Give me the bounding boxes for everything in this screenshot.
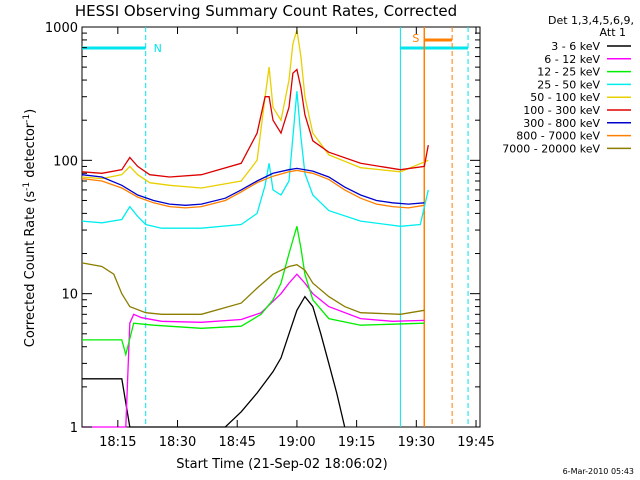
series-line-0 (82, 295, 346, 428)
x-tick-label-2: 18:45 (218, 435, 255, 450)
y-tick-label-1: 10 (61, 288, 78, 303)
x-tick-label-4: 19:15 (338, 435, 375, 450)
x-tick-label-1: 18:30 (159, 435, 196, 450)
plot-frame (81, 26, 481, 428)
y-axis: 1 10 100 1000 (45, 21, 480, 436)
legend-label-1: 6 - 12 keV (544, 53, 600, 66)
series-line-2 (82, 226, 425, 358)
plot-area: NS (81, 26, 481, 428)
legend-header-line-2: Att 1 (600, 26, 626, 39)
legend-label-7: 800 - 7000 keV (516, 130, 600, 143)
timestamp: 6-Mar-2010 05:43 (563, 467, 634, 476)
legend-label-0: 3 - 6 keV (551, 40, 600, 53)
series-line-5 (81, 68, 429, 178)
series-line-8 (81, 262, 425, 315)
series-line-7 (81, 169, 425, 209)
x-tick-label-0: 18:15 (99, 435, 136, 450)
legend-label-3: 25 - 50 keV (537, 78, 600, 91)
y-axis-label: Corrected Count Rate (s-1 detector-1) (22, 109, 38, 347)
legend-label-5: 100 - 300 keV (523, 104, 600, 117)
y-tick-label-3: 1000 (45, 21, 78, 36)
legend-header-line-1: Det 1,3,4,5,6,9, (548, 14, 634, 27)
legend-label-6: 300 - 800 keV (523, 117, 600, 130)
legend-label-2: 12 - 25 keV (537, 66, 600, 79)
series-line-6 (81, 167, 425, 206)
night-label: N (154, 42, 162, 55)
chart-title: HESSI Observing Summary Count Rates, Cor… (75, 2, 457, 20)
legend-label-8: 7000 - 20000 keV (502, 142, 600, 155)
series-line-4 (81, 29, 429, 189)
legend-label-4: 50 - 100 keV (530, 91, 600, 104)
saa-label: S (412, 32, 419, 45)
y-tick-label-0: 1 (70, 421, 78, 436)
x-axis-label: Start Time (21-Sep-02 18:06:02) (176, 457, 387, 472)
x-tick-label-3: 19:00 (278, 435, 315, 450)
x-tick-label-6: 19:45 (457, 435, 494, 450)
series-line-3 (81, 91, 429, 229)
x-axis: 18:15 18:30 18:45 19:00 19:15 19:30 19:45 (99, 27, 495, 450)
y-tick-label-2: 100 (53, 154, 78, 169)
x-tick-label-5: 19:30 (398, 435, 435, 450)
